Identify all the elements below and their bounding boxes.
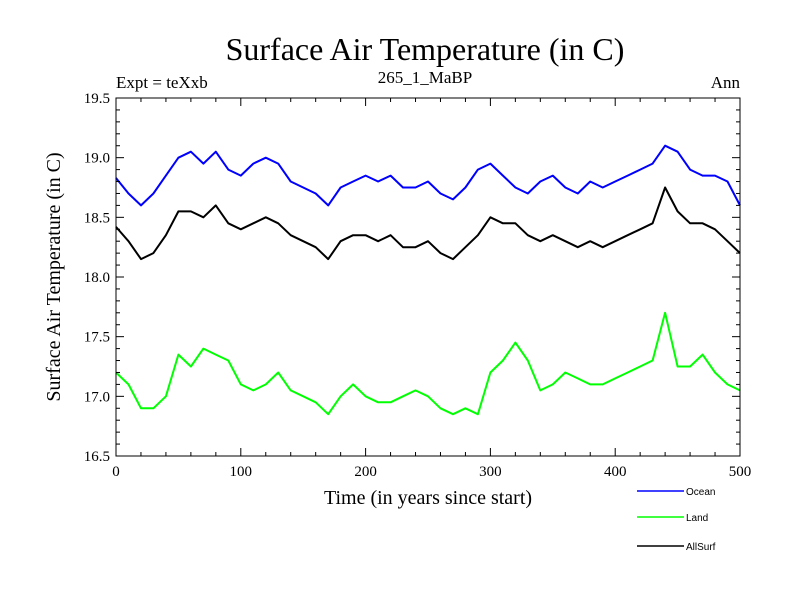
season-label: Ann <box>711 73 741 92</box>
chart-subtitle: 265_1_MaBP <box>378 68 472 87</box>
y-tick-label: 16.5 <box>84 449 110 465</box>
y-tick-label: 19.0 <box>84 151 110 167</box>
y-tick-label: 17.5 <box>84 330 110 346</box>
y-tick-label: 18.0 <box>84 270 110 286</box>
experiment-label: Expt = teXxb <box>116 73 208 92</box>
y-tick-label: 19.5 <box>84 91 110 107</box>
y-axis: 16.5 17.0 17.5 18.0 18.5 19.0 19.5 <box>84 91 740 465</box>
legend: Ocean Land AllSurf <box>637 487 716 553</box>
y-axis-label: Surface Air Temperature (in C) <box>43 152 65 401</box>
series-layer <box>115 144 741 416</box>
legend-label-allsurf: AllSurf <box>686 542 716 553</box>
x-axis-label: Time (in years since start) <box>324 487 532 509</box>
legend-label-land: Land <box>686 513 708 524</box>
x-tick-label: 100 <box>230 464 253 480</box>
chart-title: Surface Air Temperature (in C) <box>226 31 625 67</box>
series-line-allsurf <box>115 186 741 261</box>
plot-area: 0 100 200 300 400 500 16.5 17.0 17.5 18.0 18.5 19.… <box>84 91 752 480</box>
legend-label-ocean: Ocean <box>686 487 715 498</box>
x-tick-label: 200 <box>354 464 377 480</box>
x-tick-label: 400 <box>604 464 627 480</box>
x-tick-label: 300 <box>479 464 502 480</box>
y-tick-label: 18.5 <box>84 210 110 226</box>
x-axis: 0 100 200 300 400 500 <box>112 98 751 480</box>
series-line-land <box>115 311 741 416</box>
y-tick-label: 17.0 <box>84 389 110 405</box>
series-line-ocean <box>115 144 741 207</box>
x-tick-label: 500 <box>729 464 752 480</box>
plot-frame <box>115 97 741 457</box>
x-tick-label: 0 <box>112 464 120 480</box>
